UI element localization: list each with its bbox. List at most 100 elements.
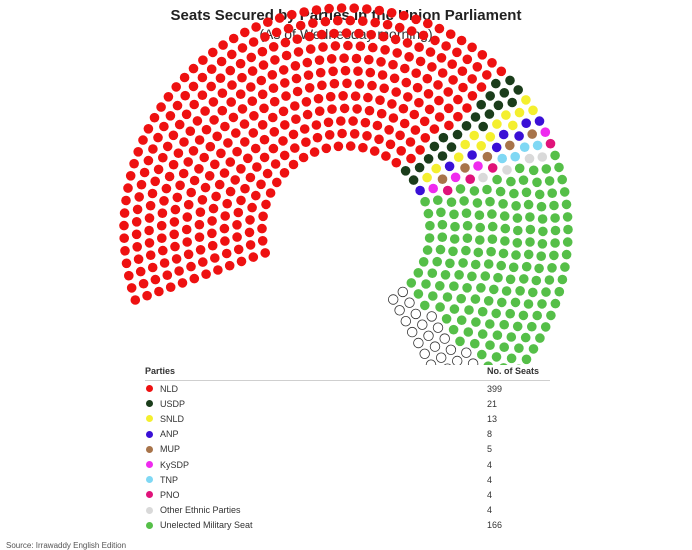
seat-dot [505,75,515,86]
seat-dot [454,270,464,280]
seat-dot [280,120,290,130]
seat-dot [496,66,507,77]
vacant-seat-dot [432,322,444,333]
legend-seat-count: 4 [487,505,493,516]
seat-dot [345,15,356,26]
seat-dot [483,361,493,365]
seat-dot [448,75,458,85]
seat-dot [248,128,259,138]
seat-dot [236,164,246,174]
seat-dot [448,246,458,257]
seat-dot [523,249,534,260]
seat-dot [554,286,565,297]
seat-dot [464,305,474,315]
vacant-seat-dot [467,358,479,365]
seat-dot [473,161,483,171]
seat-dot [144,213,155,223]
seat-dot [456,293,467,304]
seat-dot [237,43,248,53]
seat-dot [398,103,409,114]
seat-dot [188,146,199,156]
seat-dot [508,262,519,273]
seat-dot [257,223,267,234]
seat-dot [222,198,232,209]
seat-dot [175,180,185,191]
seat-dot [396,146,407,156]
seat-dot [209,115,219,125]
seat-dot [290,143,300,153]
seat-dot [449,304,460,314]
seat-dot [274,13,285,23]
seat-dot [349,129,360,139]
seat-dot [259,103,269,114]
seat-dot [446,142,457,152]
seat-dot [268,83,279,93]
seat-dot [314,55,325,65]
legend-seat-count: 21 [487,398,498,409]
seat-dot [179,72,190,83]
seat-dot [452,47,462,58]
seat-dot [399,118,410,129]
seat-dot [350,91,361,101]
seat-dot [290,61,301,71]
legend-seat-count: 5 [487,444,493,455]
legend-row: KySDP 4 [145,457,550,472]
seat-dot [509,188,519,199]
seat-dot [204,171,215,181]
seat-dot [436,207,446,218]
seat-dot [136,179,147,190]
seat-dot [270,55,280,65]
seat-dot [211,191,221,202]
seat-dot [550,238,560,248]
seat-dot [230,175,240,185]
seat-dot [225,157,236,167]
seat-dot [364,105,375,116]
seat-dot [159,258,170,268]
seat-dot [406,153,416,164]
seat-dot [540,322,551,332]
seat-dot [171,254,182,264]
seat-dot [531,275,542,286]
seat-dot [498,199,508,209]
seat-dot [328,66,338,77]
seat-dot [476,283,486,293]
seat-dot [225,65,236,76]
seat-dot [200,106,210,116]
seat-dot [228,33,239,44]
seat-dot [434,23,445,34]
seat-dot [121,258,132,269]
seat-dot [483,259,494,269]
seat-dot [309,147,320,157]
seat-dot [325,91,336,102]
seat-dot [174,266,184,276]
seat-dot [243,153,253,164]
seat-dot [380,45,390,55]
seat-dot [405,137,416,147]
seat-dot [272,177,282,188]
seat-dot [477,329,488,339]
seat-dot [462,233,473,243]
seat-dot [534,263,544,274]
seat-dot [219,168,230,178]
seat-dot [408,175,419,185]
seat-dot [492,119,502,129]
seat-dot [450,172,461,183]
seat-dot [375,95,385,105]
seat-dot [382,19,393,30]
seat-dot [418,257,429,267]
seat-dot [311,120,322,130]
seat-dot [164,171,175,182]
seat-dot [501,286,512,296]
seat-dot [235,89,246,99]
seat-dot [511,250,521,260]
seat-dot [550,213,560,223]
seat-dot [487,163,498,173]
seat-dot [493,100,504,111]
seat-dot [366,29,377,40]
seat-dot [258,211,268,222]
seat-dot [227,80,237,90]
seat-dot [231,128,241,138]
seat-dot [312,132,323,143]
seat-dot [165,111,176,121]
seat-dot [120,246,130,256]
